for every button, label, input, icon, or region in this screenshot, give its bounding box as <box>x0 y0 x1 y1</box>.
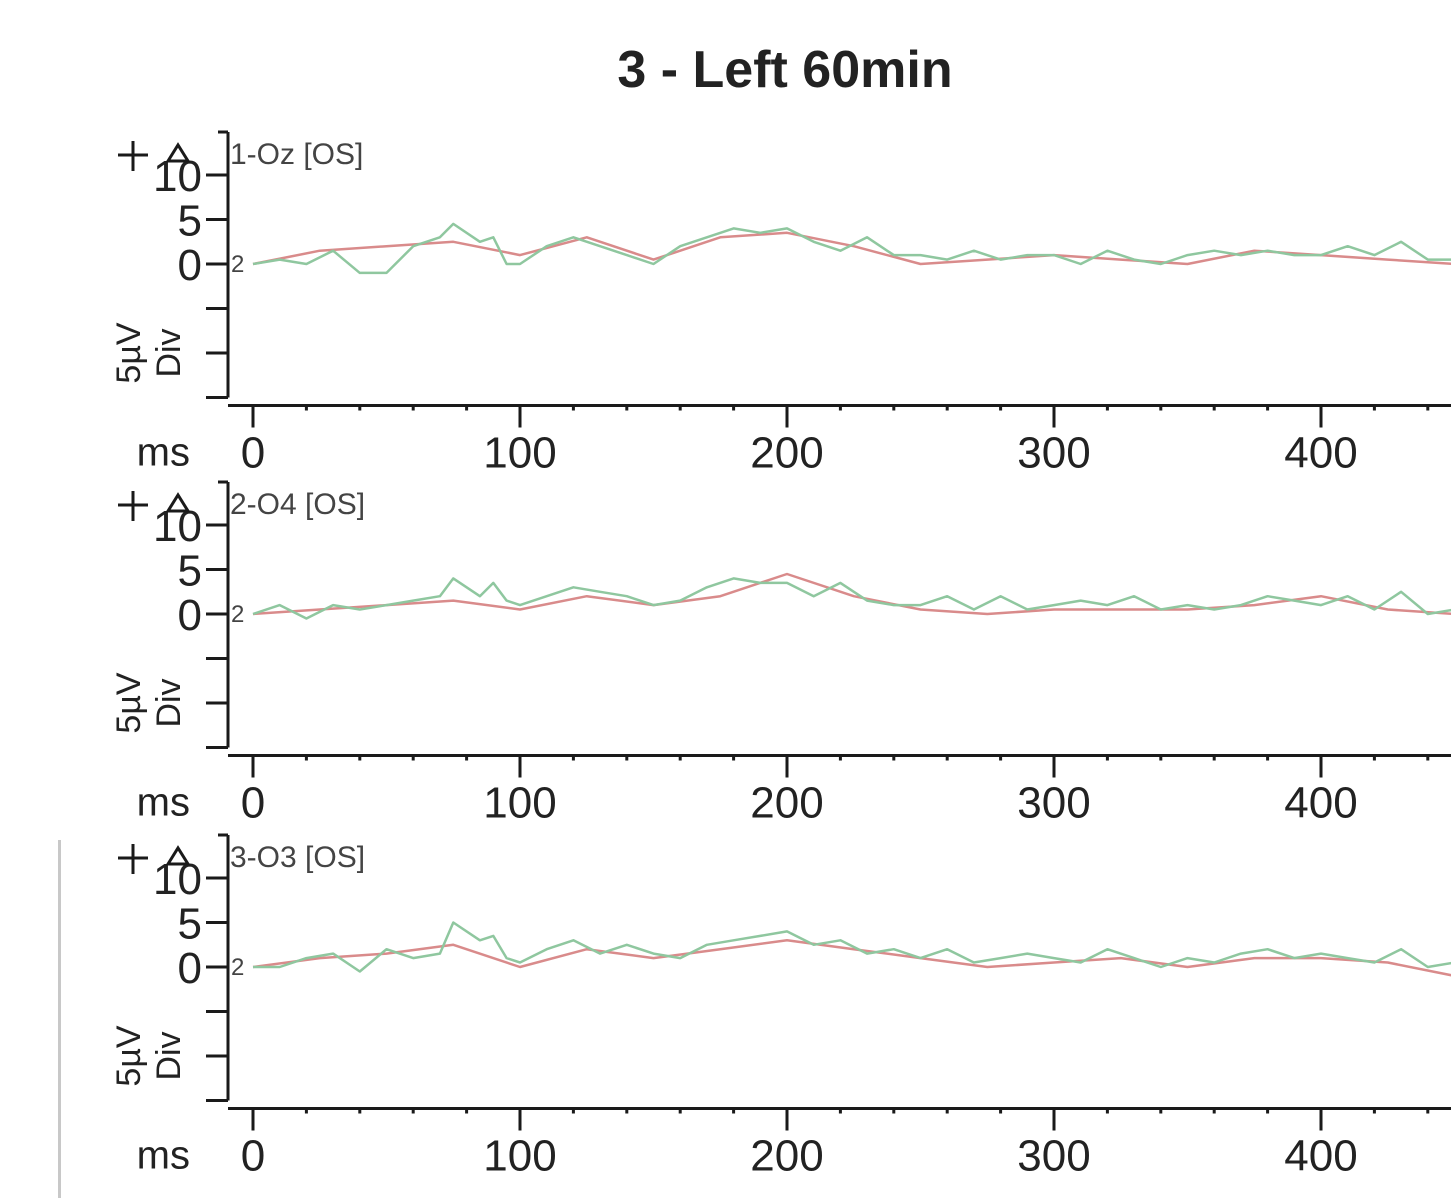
x-tick-label: 0 <box>241 429 265 478</box>
y-tick-label: 5 <box>178 900 202 949</box>
x-tick-label: 400 <box>1284 429 1357 478</box>
trace-marker: 2 <box>231 251 244 278</box>
channel-label: 3-O3 [OS] <box>230 841 365 874</box>
series-line-red <box>252 572 1451 616</box>
arrow-up-icon <box>165 845 191 866</box>
x-axis-label: ms <box>137 781 190 825</box>
x-tick-label: 300 <box>1017 779 1090 828</box>
x-axis-label: ms <box>137 431 190 475</box>
x-tick-label: 200 <box>750 1132 823 1181</box>
y-tick-label: 0 <box>178 944 202 993</box>
x-tick-label: 300 <box>1017 429 1090 478</box>
y-tick-label: 10 <box>153 502 202 551</box>
y-tick-label: 5 <box>178 547 202 596</box>
y-axis-label: 5µV <box>110 1025 148 1086</box>
y-tick-label: 10 <box>153 855 202 904</box>
series-line-red <box>252 939 1451 977</box>
channel-label: 1-Oz [OS] <box>230 138 363 171</box>
x-tick-label: 400 <box>1284 779 1357 828</box>
x-tick-label: 200 <box>750 429 823 478</box>
trace-marker: 2 <box>231 601 244 628</box>
series-line-green <box>252 577 1451 620</box>
x-tick-label: 100 <box>483 1132 556 1181</box>
x-tick-label: 400 <box>1284 1132 1357 1181</box>
x-tick-label: 200 <box>750 779 823 828</box>
chart-title: 3 - Left 60min <box>617 41 953 99</box>
y-tick-label: 10 <box>153 152 202 201</box>
channel-label: 2-O4 [OS] <box>230 488 365 521</box>
arrow-up-icon <box>165 492 191 513</box>
y-axis-label: 5µV <box>110 322 148 383</box>
arrow-up-icon <box>165 142 191 163</box>
y-axis-label: 5µV <box>110 672 148 733</box>
series-line-green <box>252 222 1451 275</box>
y-axis-label-unit: Div <box>150 678 188 727</box>
x-tick-label: 100 <box>483 429 556 478</box>
y-tick-label: 5 <box>178 197 202 246</box>
series-line-red <box>252 231 1451 266</box>
y-tick-label: 0 <box>178 591 202 640</box>
scan-edge <box>58 840 61 1198</box>
x-tick-label: 0 <box>241 779 265 828</box>
x-tick-label: 0 <box>241 1132 265 1181</box>
x-axis-label: ms <box>137 1134 190 1178</box>
x-tick-label: 100 <box>483 779 556 828</box>
y-tick-label: 0 <box>178 241 202 290</box>
series-line-green <box>253 921 1451 973</box>
y-axis-label-unit: Div <box>150 328 188 377</box>
x-tick-label: 300 <box>1017 1132 1090 1181</box>
trace-marker: 2 <box>231 954 244 981</box>
y-axis-label-unit: Div <box>150 1031 188 1080</box>
